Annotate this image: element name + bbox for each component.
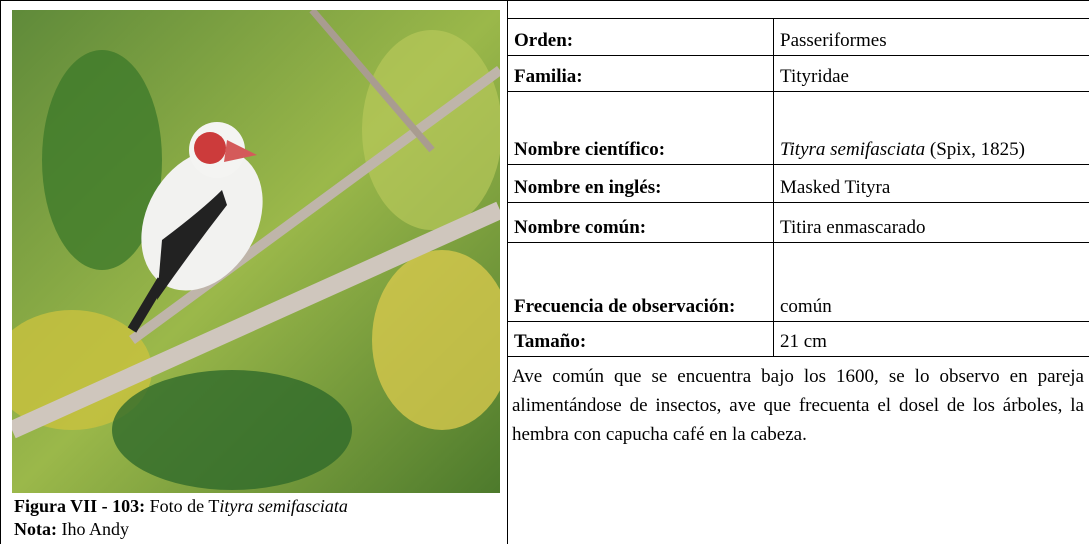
value-box: Masked Tityra: [780, 177, 1083, 199]
note-label: Nota:: [14, 519, 57, 539]
description: Ave común que se encuentra bajo los 1600…: [512, 366, 1084, 445]
label-text: Nombre común:: [514, 217, 647, 238]
row-label: Nombre común:: [508, 203, 774, 243]
value-box: Tityridae: [780, 66, 1083, 88]
caption-italic: ityra semifasciata: [219, 496, 348, 516]
row-label: Nombre científico:: [508, 92, 774, 165]
row-label: Frecuencia de observación:: [508, 243, 774, 322]
caption-text: Foto de T: [149, 496, 220, 516]
value-box: Titira enmascarado: [780, 217, 1083, 239]
row-label: Nombre en inglés:: [508, 165, 774, 203]
value-box: común: [780, 296, 1083, 318]
row-value: común: [774, 243, 1089, 322]
row-value: Passeriformes: [774, 18, 1089, 56]
value-text: Masked Tityra: [780, 177, 891, 198]
row-label: Familia:: [508, 56, 774, 92]
value-text: Titira enmascarado: [780, 217, 926, 238]
label-text: Tamaño:: [514, 331, 587, 352]
value-box: Tityra semifasciata (Spix, 1825): [780, 139, 1083, 161]
border: [0, 0, 1089, 1]
border: [0, 0, 1, 544]
row-label: Tamaño:: [508, 322, 774, 357]
row-value: Titira enmascarado: [774, 203, 1089, 243]
value-text: 21 cm: [780, 331, 827, 352]
label-text: Familia:: [514, 66, 583, 87]
value-italic: Tityra semifasciata: [780, 139, 926, 160]
row-value: Masked Tityra: [774, 165, 1089, 203]
label-text: Orden:: [514, 30, 574, 51]
note-text: Iho Andy: [61, 519, 130, 539]
value-text: (Spix, 1825): [929, 139, 1025, 160]
border: [508, 18, 1089, 19]
value-box: Passeriformes: [780, 30, 1083, 52]
row-value: Tityridae: [774, 56, 1089, 92]
value-text: común: [780, 296, 832, 317]
label-text: Nombre científico:: [514, 139, 666, 160]
bird-photo: [12, 10, 500, 493]
row-label: Orden:: [508, 18, 774, 56]
row-value: Tityra semifasciata (Spix, 1825): [774, 92, 1089, 165]
border: [507, 0, 508, 544]
value-text: Passeriformes: [780, 30, 887, 51]
label-text: Frecuencia de observación:: [514, 296, 736, 317]
figure-caption: Figura VII - 103: Foto de Tityra semifas…: [14, 495, 348, 541]
value-text: Tityridae: [780, 66, 849, 87]
label-text: Nombre en inglés:: [514, 177, 662, 198]
row-value: 21 cm: [774, 322, 1089, 357]
value-box: 21 cm: [780, 331, 1083, 353]
caption-label: Figura VII - 103:: [14, 496, 146, 516]
